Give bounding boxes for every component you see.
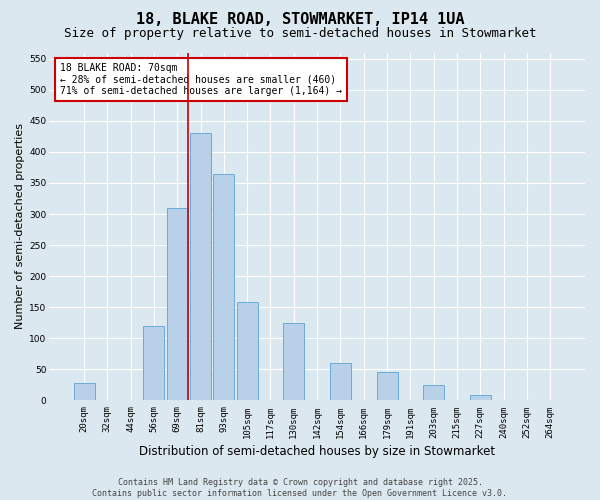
Bar [214,174,235,400]
Bar [283,323,304,400]
Bar [190,134,211,400]
Bar [470,396,491,400]
Bar [167,208,188,400]
X-axis label: Distribution of semi-detached houses by size in Stowmarket: Distribution of semi-detached houses by … [139,444,495,458]
Text: Size of property relative to semi-detached houses in Stowmarket: Size of property relative to semi-detach… [64,28,536,40]
Text: 18 BLAKE ROAD: 70sqm
← 28% of semi-detached houses are smaller (460)
71% of semi: 18 BLAKE ROAD: 70sqm ← 28% of semi-detac… [60,63,342,96]
Text: Contains HM Land Registry data © Crown copyright and database right 2025.
Contai: Contains HM Land Registry data © Crown c… [92,478,508,498]
Bar [377,372,398,400]
Text: 18, BLAKE ROAD, STOWMARKET, IP14 1UA: 18, BLAKE ROAD, STOWMARKET, IP14 1UA [136,12,464,28]
Bar [423,385,444,400]
Bar [143,326,164,400]
Bar [330,363,351,401]
Bar [236,302,257,400]
Y-axis label: Number of semi-detached properties: Number of semi-detached properties [15,124,25,330]
Bar [74,383,95,400]
